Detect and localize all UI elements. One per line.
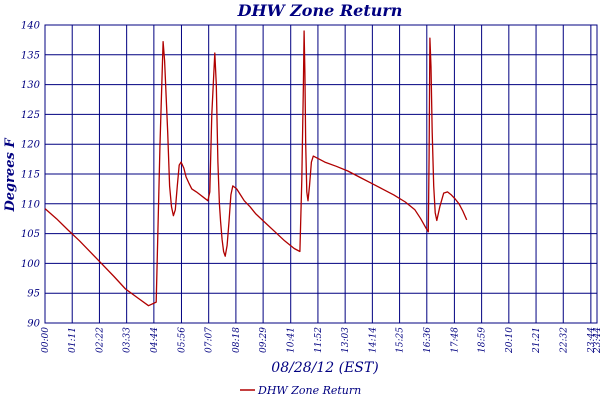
x-tick-label: 23:44 (587, 327, 597, 354)
x-tick-label: 15:25 (396, 327, 406, 353)
x-tick-label: 04:44 (150, 327, 160, 353)
y-tick-label: 100 (21, 259, 41, 270)
x-tick-label: 07:07 (205, 327, 215, 353)
x-tick-label: 14:14 (368, 327, 378, 353)
y-tick-label: 130 (21, 80, 41, 91)
y-tick-label: 110 (21, 199, 41, 210)
x-tick-label: 00:00 (41, 327, 51, 353)
x-tick-label: 10:41 (287, 327, 297, 353)
x-tick-label: 22:32 (559, 327, 569, 354)
x-tick-label: 02:22 (95, 327, 105, 353)
y-tick-label: 125 (21, 110, 40, 121)
x-axis-label: 08/28/12 (EST) (271, 360, 378, 376)
x-tick-label: 16:36 (423, 327, 433, 353)
legend: DHW Zone Return (240, 384, 361, 397)
x-tick-label: 01:11 (68, 327, 78, 353)
y-tick-label: 90 (27, 319, 40, 330)
chart-grid (44, 24, 598, 324)
y-tick-label: 105 (21, 229, 40, 240)
chart-title: DHW Zone Return (237, 1, 403, 20)
y-tick-label: 115 (21, 170, 40, 181)
x-tick-label: 23:44 (593, 327, 600, 354)
x-tick-label: 05:56 (177, 327, 187, 353)
x-tick-label: 09:29 (259, 327, 269, 353)
x-tick-label: 11:52 (314, 327, 324, 353)
x-tick-label: 20:10 (505, 327, 515, 354)
y-tick-label: 120 (21, 140, 41, 151)
x-tick-labels: 00:00 01:11 02:22 03:33 04:44 05:56 07:07 08:18… (41, 327, 600, 354)
legend-label: DHW Zone Return (257, 384, 361, 397)
y-tick-label: 95 (27, 289, 40, 300)
x-tick-label: 17:48 (450, 327, 460, 353)
series-line (44, 30, 468, 307)
series-group (44, 30, 468, 307)
x-tick-label: 03:33 (123, 327, 133, 353)
y-tick-label: 135 (21, 50, 40, 61)
y-tick-labels: 90 95 100 105 110 115 120 125 130 135 140 (21, 21, 41, 330)
x-tick-label: 13:03 (341, 327, 351, 353)
plot-frame (44, 24, 598, 324)
y-tick-label: 140 (21, 21, 41, 32)
x-tick-label: 08:18 (232, 327, 242, 353)
y-axis-label: Degrees F (3, 138, 18, 213)
x-tick-label: 18:59 (478, 327, 488, 353)
x-tick-label: 21:21 (532, 327, 542, 354)
